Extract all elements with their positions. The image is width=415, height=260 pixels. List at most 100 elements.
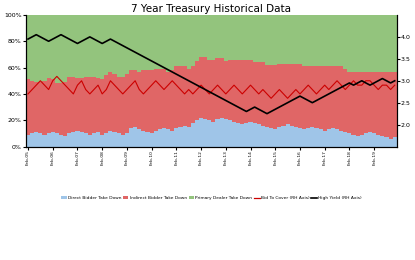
Bar bbox=[273, 65, 277, 129]
Bar bbox=[92, 133, 96, 147]
Bar bbox=[318, 15, 322, 66]
Bar bbox=[137, 15, 142, 72]
Bar bbox=[376, 135, 380, 147]
Bar bbox=[249, 15, 253, 60]
Bar bbox=[228, 15, 232, 60]
Bar bbox=[207, 120, 211, 147]
Bar bbox=[269, 65, 273, 128]
Bid To Cover (RH Axis) bbox=[347, 83, 352, 87]
Bar bbox=[269, 15, 273, 65]
Bar bbox=[166, 72, 170, 129]
Title: 7 Year Treasury Historical Data: 7 Year Treasury Historical Data bbox=[132, 4, 291, 14]
Bar bbox=[137, 129, 142, 147]
High Yield (RH Axis) bbox=[141, 55, 146, 58]
Bar bbox=[88, 77, 92, 135]
Bar bbox=[55, 15, 59, 83]
Bar bbox=[343, 132, 347, 147]
Bar bbox=[67, 133, 71, 147]
Bid To Cover (RH Axis) bbox=[141, 92, 146, 95]
Bar bbox=[63, 136, 67, 147]
Bar bbox=[100, 80, 104, 135]
Bar bbox=[306, 15, 310, 66]
Bar bbox=[322, 15, 327, 66]
Bar bbox=[281, 126, 286, 147]
Bar bbox=[244, 60, 249, 123]
Bar bbox=[352, 15, 356, 72]
Bar bbox=[117, 133, 121, 147]
Bar bbox=[26, 135, 30, 147]
Bar bbox=[104, 75, 108, 133]
Bar bbox=[195, 15, 199, 61]
Bar bbox=[145, 132, 149, 147]
Bar bbox=[158, 129, 162, 147]
Bar bbox=[42, 81, 46, 135]
Bar bbox=[257, 62, 261, 124]
Bar bbox=[294, 64, 298, 127]
Bar bbox=[232, 15, 236, 60]
Bar bbox=[162, 15, 166, 69]
Bar bbox=[298, 15, 302, 64]
Bar bbox=[183, 66, 187, 126]
Bar bbox=[203, 119, 207, 147]
Bar bbox=[376, 15, 380, 72]
High Yield (RH Axis) bbox=[392, 79, 397, 82]
Bar bbox=[281, 15, 286, 64]
Bar bbox=[380, 72, 384, 136]
Bar bbox=[232, 122, 236, 147]
Bar bbox=[343, 69, 347, 132]
Bar bbox=[174, 15, 178, 66]
Bar bbox=[244, 123, 249, 147]
High Yield (RH Axis) bbox=[289, 99, 294, 102]
Bar bbox=[265, 65, 269, 127]
Bar bbox=[372, 133, 376, 147]
Bar bbox=[80, 78, 84, 132]
Bar bbox=[42, 15, 46, 81]
Bar bbox=[158, 15, 162, 69]
Bar bbox=[76, 78, 80, 131]
Bar bbox=[269, 128, 273, 147]
Bar bbox=[92, 77, 96, 133]
Bar bbox=[215, 119, 220, 147]
Bar bbox=[96, 78, 100, 132]
Bar bbox=[142, 15, 145, 70]
Bar bbox=[59, 135, 63, 147]
Bar bbox=[133, 127, 137, 147]
Bar bbox=[368, 72, 372, 132]
Bar bbox=[286, 124, 290, 147]
Bar bbox=[215, 58, 220, 119]
Legend: Direct Bidder Take Down, Indirect Bidder Take Down, Primary Dealer Take Down, Bi: Direct Bidder Take Down, Indirect Bidder… bbox=[59, 194, 363, 202]
Bar bbox=[125, 15, 129, 74]
Bar bbox=[51, 15, 55, 80]
Bar bbox=[261, 15, 265, 62]
Bar bbox=[51, 80, 55, 132]
Bar bbox=[347, 72, 352, 133]
Bar bbox=[315, 66, 318, 128]
Bar bbox=[393, 72, 397, 137]
Bar bbox=[30, 15, 34, 81]
Bar bbox=[257, 15, 261, 62]
Bar bbox=[145, 15, 149, 70]
Bar bbox=[388, 139, 393, 147]
Bar bbox=[100, 15, 104, 80]
Bar bbox=[174, 128, 178, 147]
Bar bbox=[195, 120, 199, 147]
Bid To Cover (RH Axis) bbox=[392, 83, 397, 87]
High Yield (RH Axis) bbox=[384, 79, 389, 82]
Bar bbox=[38, 15, 42, 82]
Bar bbox=[63, 82, 67, 136]
Bar bbox=[26, 80, 30, 135]
Bar bbox=[166, 15, 170, 72]
Bar bbox=[133, 15, 137, 70]
Bar bbox=[315, 128, 318, 147]
Bar bbox=[384, 137, 388, 147]
Bar bbox=[178, 66, 183, 127]
High Yield (RH Axis) bbox=[34, 33, 39, 36]
Bar bbox=[96, 132, 100, 147]
Bar bbox=[331, 128, 335, 147]
Bar bbox=[84, 15, 88, 77]
Bar bbox=[211, 122, 215, 147]
Bar bbox=[125, 133, 129, 147]
Bar bbox=[228, 60, 232, 120]
Bar bbox=[142, 131, 145, 147]
Bar bbox=[327, 129, 331, 147]
